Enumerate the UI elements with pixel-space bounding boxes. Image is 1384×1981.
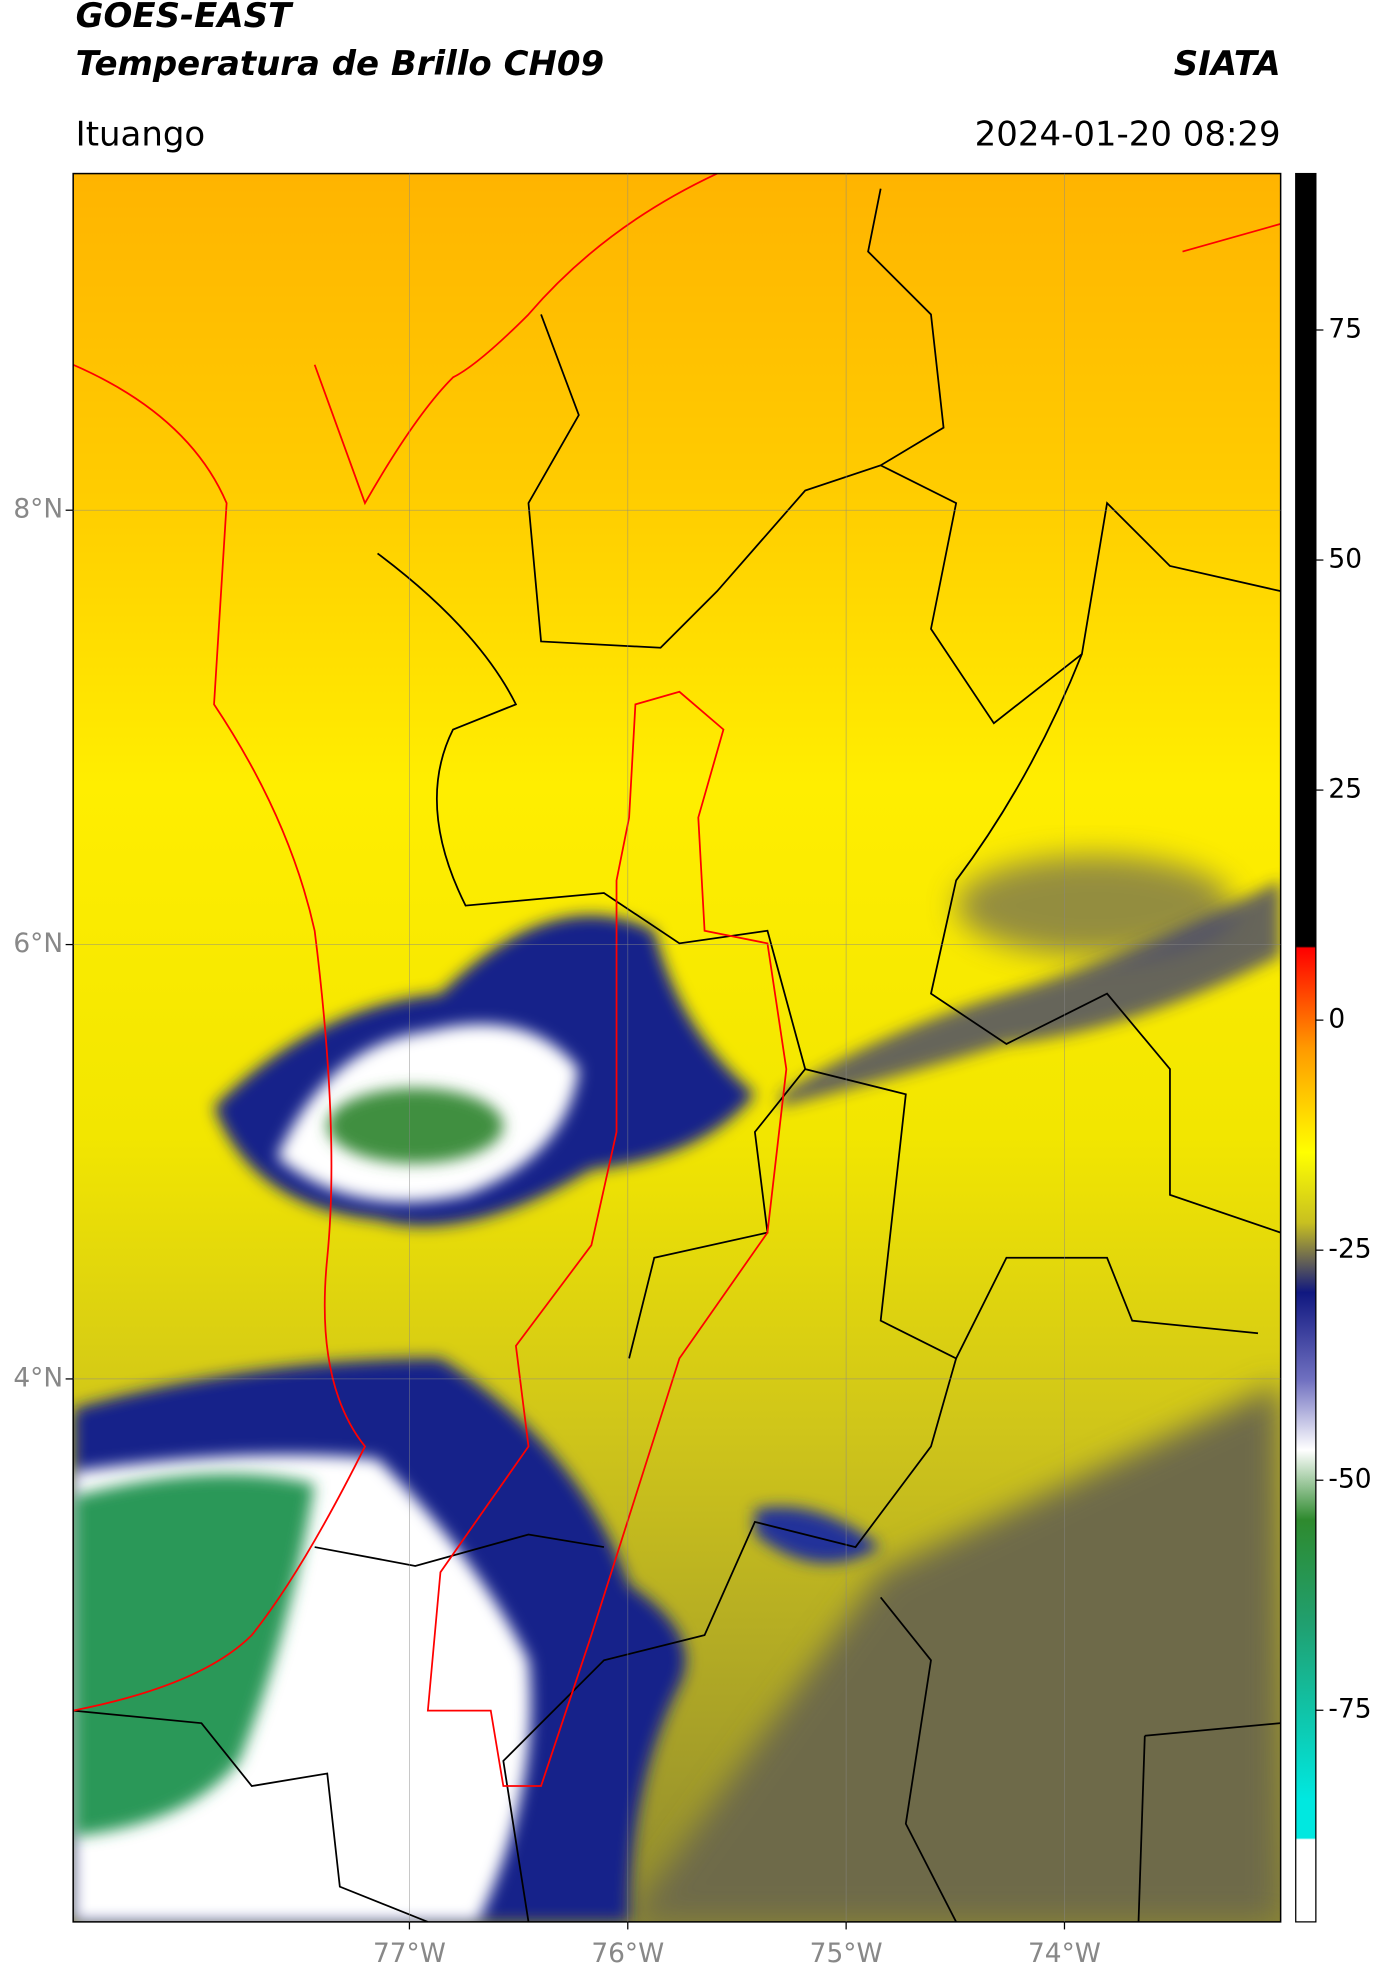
lat-label: 8°N bbox=[13, 494, 63, 525]
lon-label: 75°W bbox=[810, 1938, 883, 1969]
colorbar bbox=[1295, 172, 1317, 1923]
title: GOES-EAST bbox=[76, 0, 294, 36]
graticule: 8°N 6°N 4°N 77°W 76°W 75°W 74°W bbox=[13, 173, 1281, 1969]
colorbar-label: -50 bbox=[1328, 1464, 1371, 1495]
lat-label: 6°N bbox=[13, 928, 63, 959]
colorbar-label: 50 bbox=[1328, 544, 1362, 575]
source: SIATA bbox=[1174, 44, 1281, 84]
region: Ituango bbox=[76, 114, 206, 154]
satellite-image bbox=[73, 173, 1281, 1922]
lat-label: 4°N bbox=[13, 1362, 63, 1393]
subtitle: Temperatura de Brillo CH09 bbox=[76, 44, 604, 84]
colorbar-ticks: 75 50 25 0 -25 -50 -75 bbox=[1315, 314, 1372, 1725]
datetime: 2024-01-20 08:29 bbox=[975, 114, 1281, 154]
lon-label: 74°W bbox=[1028, 1938, 1101, 1969]
colorbar-label: 25 bbox=[1328, 774, 1362, 805]
lon-label: 76°W bbox=[591, 1938, 664, 1969]
colorbar-label: -25 bbox=[1328, 1234, 1371, 1265]
map-frame bbox=[72, 172, 1282, 1923]
lon-label: 77°W bbox=[373, 1938, 446, 1969]
colorbar-label: 75 bbox=[1328, 314, 1362, 345]
colorbar-label: -75 bbox=[1328, 1694, 1371, 1725]
colorbar-label: 0 bbox=[1328, 1004, 1345, 1035]
